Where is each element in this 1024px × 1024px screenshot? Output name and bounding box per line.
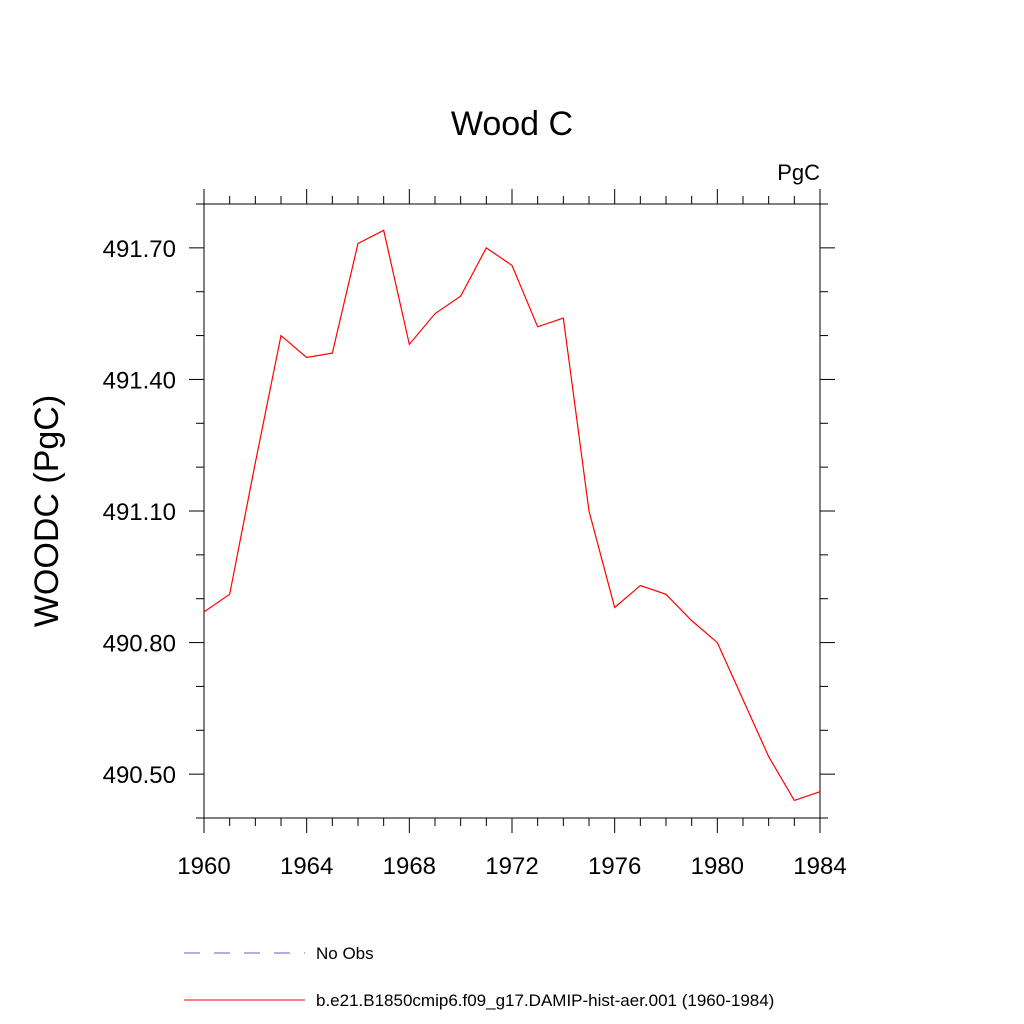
x-tick-label: 1972 — [485, 853, 538, 880]
x-tick-label: 1984 — [793, 853, 846, 880]
tick-labels: 1960 1964 1968 1972 1976 1980 1984 490.50 490.80… — [103, 236, 847, 880]
y-tick-label: 491.40 — [103, 367, 176, 394]
axis-ticks — [189, 189, 835, 833]
plot-border — [203, 203, 821, 819]
x-tick-label: 1968 — [383, 853, 436, 880]
units-label: PgC — [777, 160, 820, 185]
y-tick-label: 490.50 — [103, 762, 176, 789]
x-tick-label: 1964 — [280, 853, 333, 880]
series-layer — [203, 229, 821, 802]
y-axis-title: WOODC (PgC) — [28, 395, 66, 627]
series-line-woodc — [203, 229, 821, 802]
x-tick-label: 1976 — [588, 853, 641, 880]
legend-label-no-obs: No Obs — [316, 944, 374, 963]
chart-title: Wood C — [451, 105, 573, 143]
x-tick-label: 1960 — [177, 853, 230, 880]
y-tick-label: 490.80 — [103, 631, 176, 658]
plot-frame — [203, 203, 821, 819]
y-tick-label: 491.70 — [103, 236, 176, 263]
legend-label-series: b.e21.B1850cmip6.f09_g17.DAMIP-hist-aer.… — [316, 991, 774, 1010]
x-tick-label: 1980 — [691, 853, 744, 880]
legend: No Obs b.e21.B1850cmip6.f09_g17.DAMIP-hi… — [184, 944, 774, 1010]
y-tick-label: 491.10 — [103, 499, 176, 526]
